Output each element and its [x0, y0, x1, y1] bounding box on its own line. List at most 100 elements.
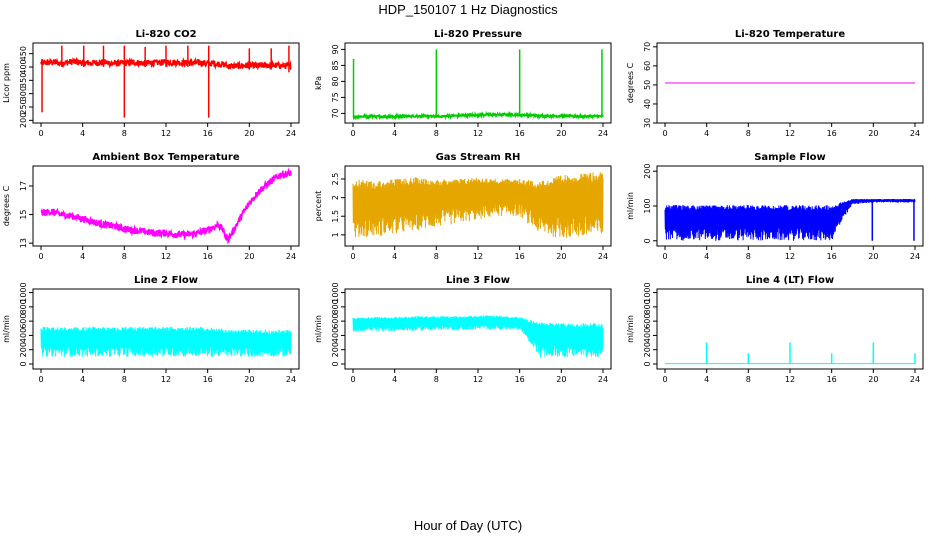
y-tick-label: 300	[19, 86, 28, 101]
panel-title: Line 2 Flow	[134, 275, 198, 286]
y-tick-label: 0	[19, 361, 28, 366]
plot-frame	[656, 165, 924, 247]
y-tick-label: 75	[331, 92, 340, 102]
y-tick-label: 600	[643, 314, 652, 329]
panel-title: Line 4 (LT) Flow	[746, 275, 834, 286]
y-tick-label: 90	[331, 44, 340, 54]
x-tick-label: 20	[868, 129, 878, 138]
y-tick-label: 100	[643, 198, 652, 213]
y-axis-label: degrees C	[626, 62, 635, 103]
panel-3: Li-820 Temperature degrees C 0 4 8 12 16 20 24 30…	[626, 29, 924, 138]
series-line	[40, 167, 292, 245]
y-tick-label: 13	[19, 238, 28, 248]
y-tick-label: 0	[331, 361, 340, 366]
y-axis-label: percent	[314, 191, 323, 222]
panel-title: Li-820 Pressure	[434, 29, 522, 40]
y-tick-label: 1	[331, 232, 340, 237]
x-tick-label: 20	[868, 375, 878, 384]
y-tick-label: 250	[19, 99, 28, 114]
y-tick-label: 60	[643, 61, 652, 71]
x-tick-label: 24	[598, 252, 608, 261]
x-tick-label: 24	[910, 129, 920, 138]
panel-title: Li-820 CO2	[135, 29, 196, 40]
y-tick-label: 400	[19, 59, 28, 74]
y-tick-label: 30	[643, 118, 652, 128]
y-axis-label: ml/min	[314, 315, 323, 343]
y-tick-label: 600	[331, 314, 340, 329]
panel-7: Line 2 Flow ml/min 0 4 8 12 16 20 24 0 20040060080…	[2, 275, 300, 384]
y-tick-label: 17	[19, 181, 28, 191]
x-tick-label: 16	[203, 129, 213, 138]
panel-title: Gas Stream RH	[436, 152, 521, 163]
panel-title: Sample Flow	[754, 152, 826, 163]
panel-4: Ambient Box Temperature degrees C 0 4 8 12 16 2…	[2, 152, 300, 261]
series-layer	[40, 45, 292, 118]
y-tick-label: 85	[331, 60, 340, 70]
panel-title: Line 3 Flow	[446, 275, 510, 286]
y-axis-label: ml/min	[626, 192, 635, 220]
x-tick-label: 8	[434, 252, 439, 261]
y-tick-label: 40	[643, 99, 652, 109]
y-tick-label: 200	[643, 342, 652, 357]
y-tick-label: 2	[331, 195, 340, 200]
x-tick-label: 16	[203, 375, 213, 384]
x-tick-label: 0	[662, 375, 667, 384]
x-tick-label: 20	[556, 375, 566, 384]
y-tick-label: 400	[19, 328, 28, 343]
y-tick-label: 15	[19, 209, 28, 219]
x-tick-label: 16	[827, 129, 837, 138]
series-layer	[352, 171, 604, 238]
x-tick-label: 20	[556, 252, 566, 261]
y-tick-label: 1000	[331, 282, 340, 302]
x-tick-label: 12	[161, 375, 171, 384]
x-tick-label: 8	[746, 375, 751, 384]
y-axis-label: Licor ppm	[2, 63, 11, 103]
series-layer	[665, 342, 916, 365]
x-tick-label: 12	[161, 129, 171, 138]
x-tick-label: 16	[515, 375, 525, 384]
x-tick-label: 16	[515, 252, 525, 261]
x-tick-label: 12	[785, 252, 795, 261]
x-tick-label: 4	[704, 129, 709, 138]
y-tick-label: 50	[643, 80, 652, 90]
x-tick-label: 16	[515, 129, 525, 138]
panel-5: Gas Stream RH percent 0 4 8 12 16 20 24 1 1.5 2 2.5	[314, 152, 612, 261]
series-band	[664, 198, 916, 241]
series-band	[40, 326, 292, 357]
panel-2: Li-820 Pressure kPa 0 4 8 12 16 20 24 70 75 80 85 90	[314, 29, 612, 138]
panel-title: Ambient Box Temperature	[92, 152, 239, 163]
x-tick-label: 8	[746, 252, 751, 261]
y-axis-label: kPa	[314, 76, 323, 90]
x-tick-label: 8	[122, 129, 127, 138]
series-layer	[664, 198, 916, 241]
y-tick-label: 1000	[643, 282, 652, 302]
x-tick-label: 0	[662, 252, 667, 261]
x-tick-label: 4	[80, 129, 85, 138]
y-axis-label: ml/min	[2, 315, 11, 343]
y-tick-label: 80	[331, 76, 340, 86]
x-tick-label: 0	[38, 375, 43, 384]
y-tick-label: 800	[19, 299, 28, 314]
x-tick-label: 24	[286, 252, 296, 261]
x-tick-label: 20	[244, 129, 254, 138]
y-tick-label: 200	[331, 342, 340, 357]
y-tick-label: 400	[643, 328, 652, 343]
x-tick-label: 4	[392, 252, 397, 261]
series-band	[352, 171, 604, 238]
x-tick-label: 0	[350, 129, 355, 138]
y-tick-label: 2.5	[331, 173, 340, 186]
x-tick-label: 24	[910, 252, 920, 261]
figure-x-label: Hour of Day (UTC)	[413, 518, 523, 533]
x-tick-label: 24	[910, 375, 920, 384]
x-tick-label: 8	[434, 129, 439, 138]
panel-9: Line 4 (LT) Flow ml/min 0 4 8 12 16 20 24 0 200400…	[626, 275, 924, 384]
x-tick-label: 8	[122, 252, 127, 261]
y-tick-label: 1000	[19, 282, 28, 302]
x-tick-label: 20	[244, 252, 254, 261]
x-tick-label: 16	[827, 375, 837, 384]
x-tick-label: 0	[38, 252, 43, 261]
x-tick-label: 24	[598, 375, 608, 384]
y-tick-label: 70	[643, 42, 652, 52]
y-axis-label: ml/min	[626, 315, 635, 343]
x-tick-label: 16	[827, 252, 837, 261]
